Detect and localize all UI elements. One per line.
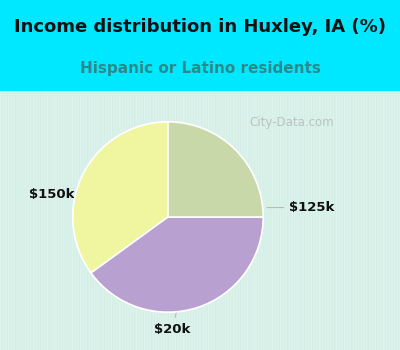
Text: Income distribution in Huxley, IA (%): Income distribution in Huxley, IA (%) (14, 18, 386, 36)
Wedge shape (73, 122, 168, 273)
Text: $125k: $125k (267, 201, 335, 214)
Text: $150k: $150k (29, 188, 121, 201)
Text: Hispanic or Latino residents: Hispanic or Latino residents (80, 61, 320, 76)
Text: $20k: $20k (154, 301, 190, 336)
Text: City-Data.com: City-Data.com (250, 116, 334, 128)
Wedge shape (168, 122, 263, 217)
Wedge shape (91, 217, 263, 312)
